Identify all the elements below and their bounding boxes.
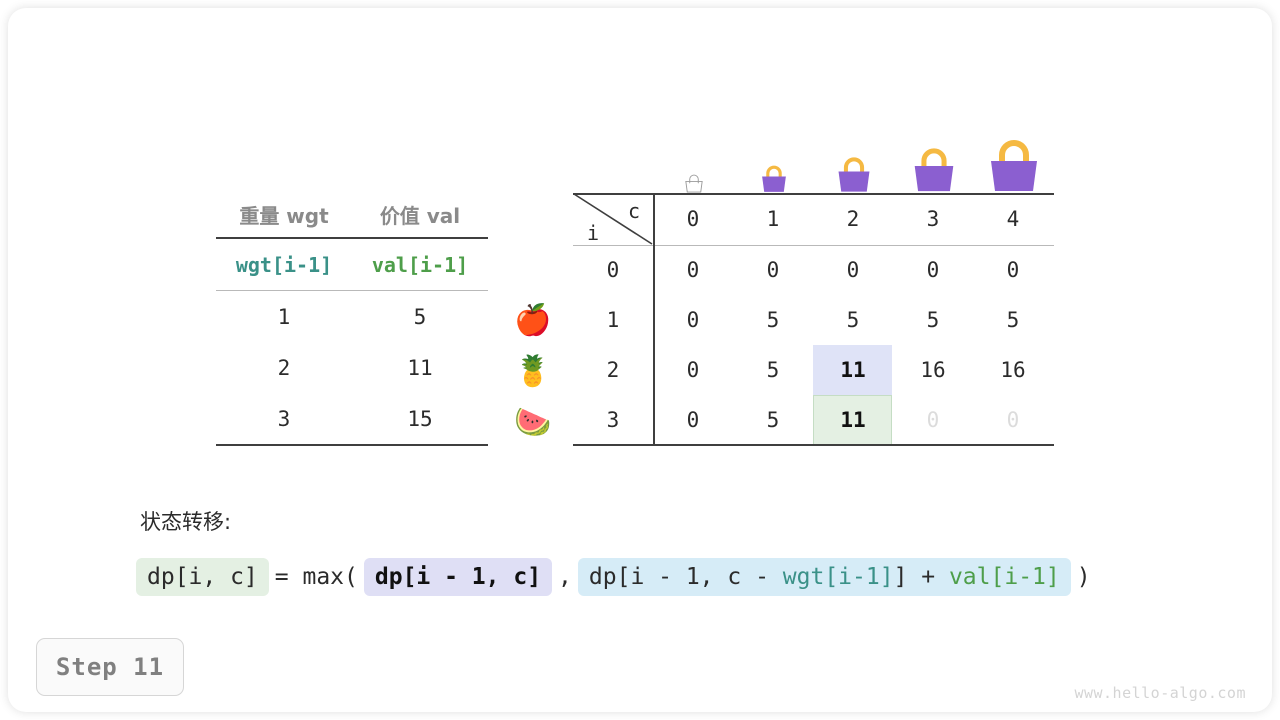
- bag-icon-capacity-1: [734, 163, 814, 193]
- formula-arg2-wgt: wgt[i-1]: [782, 564, 894, 590]
- handbag-icon: [914, 148, 954, 192]
- formula-arg2-mid: ] +: [893, 564, 949, 590]
- item-table-rule-bottom: [216, 444, 488, 446]
- dp-cell-1-0: 0: [686, 308, 700, 332]
- dp-rule-top: [573, 193, 1054, 195]
- item-table-rule-top: [216, 237, 488, 239]
- dp-cell-3-0: 0: [686, 408, 700, 432]
- dp-row-header-3: 3: [606, 408, 620, 432]
- dp-cell-highlight-blue: [813, 345, 892, 395]
- formula-lhs: dp[i, c]: [136, 558, 269, 596]
- dp-row-header-2: 2: [606, 358, 620, 382]
- dp-cell-2-3: 16: [920, 358, 946, 382]
- item-table-subheader-val: val[i-1]: [371, 252, 469, 277]
- formula-close: ): [1076, 564, 1091, 590]
- dp-cell-2-1: 5: [766, 358, 780, 382]
- item-table-subheader-row: wgt[i-1] val[i-1]: [216, 239, 488, 290]
- dp-cell-0-3: 0: [926, 258, 940, 282]
- item-table-rule-mid: [216, 290, 488, 291]
- dp-cell-0-2: 0: [846, 258, 860, 282]
- dp-rule-vertical: [653, 193, 655, 446]
- dp-col-header-2: 2: [846, 207, 860, 231]
- item-table-row: 3 15: [216, 393, 488, 444]
- dp-cell-0-4: 0: [1006, 258, 1020, 282]
- step-badge-label: Step 11: [55, 653, 165, 681]
- dp-cell-1-1: 5: [766, 308, 780, 332]
- dp-table: c i 0 1 2 3 4 0 0 0 0 0 0 1 0 5 5 5 5 2 0 5 11 16 16 3 0 5 11 0 0: [573, 193, 1054, 446]
- dp-cell-2-4: 16: [1000, 358, 1026, 382]
- item-val-3: 15: [407, 406, 433, 431]
- watermelon-icon: 🍉: [514, 404, 552, 440]
- dp-cell-1-3: 5: [926, 308, 940, 332]
- formula-arg2-val: val[i-1]: [948, 564, 1060, 590]
- item-fruit-column: 🍎 🍍 🍉: [505, 295, 561, 448]
- bag-icon-capacity-3: [894, 144, 974, 193]
- pineapple-icon: 🍍: [514, 353, 552, 389]
- dp-corner-cell: c i: [573, 193, 653, 245]
- apple-icon: 🍎: [514, 302, 552, 338]
- item-val-1: 5: [413, 304, 427, 329]
- dp-cell-3-2: 11: [840, 408, 866, 432]
- dp-cell-0-0: 0: [686, 258, 700, 282]
- dp-cell-2-2: 11: [840, 358, 866, 382]
- item-table-header-wgt: 重量 wgt: [239, 204, 329, 228]
- dp-cell-2-0: 0: [686, 358, 700, 382]
- item-val-2: 11: [407, 355, 433, 380]
- dp-col-header-1: 1: [766, 207, 780, 231]
- dp-corner-col-label: c: [627, 199, 640, 223]
- dp-col-header-3: 3: [926, 207, 940, 231]
- dp-row-header-1: 1: [606, 308, 620, 332]
- item-wgt-3: 3: [277, 406, 291, 431]
- dp-col-header-0: 0: [686, 207, 700, 231]
- item-table-header-row: 重量 wgt 价值 val: [216, 192, 488, 237]
- bag-icon-capacity-2: [814, 154, 894, 193]
- dp-rule-bottom: [573, 444, 1054, 446]
- dp-corner-row-label: i: [587, 221, 600, 245]
- formula-comma: ,: [558, 564, 572, 590]
- item-table-row: 1 5: [216, 291, 488, 342]
- formula-arg1: dp[i - 1, c]: [363, 558, 553, 596]
- item-table-header-val: 价值 val: [379, 204, 461, 228]
- handbag-icon: [762, 165, 786, 192]
- dp-row-header-0: 0: [606, 258, 620, 282]
- bag-icon-capacity-4: [974, 135, 1054, 193]
- capacity-bag-row: [654, 125, 1054, 193]
- dp-cell-3-3: 0: [926, 408, 940, 432]
- dp-cell-3-4: 0: [1006, 408, 1020, 432]
- dp-cell-3-1: 5: [766, 408, 780, 432]
- item-wgt-1: 1: [277, 304, 291, 329]
- dp-cell-1-4: 5: [1006, 308, 1020, 332]
- item-wgt-2: 2: [277, 355, 291, 380]
- diagonal-divider-icon: [573, 193, 653, 245]
- dp-rule-header: [573, 245, 1054, 246]
- formula-arg2: dp[i - 1, c - wgt[i-1]] + val[i-1]: [577, 558, 1071, 596]
- handbag-icon: [838, 157, 870, 192]
- watermark: www.hello-algo.com: [1074, 684, 1246, 702]
- item-table-row: 2 11: [216, 342, 488, 393]
- bag-icon-capacity-0: [654, 172, 734, 193]
- step-badge: Step 11: [36, 638, 184, 696]
- formula-eq: = max(: [274, 564, 358, 590]
- dp-cell-0-1: 0: [766, 258, 780, 282]
- item-weight-value-table: 重量 wgt 价值 val wgt[i-1] val[i-1] 1 5 2 11…: [216, 192, 488, 446]
- dp-col-header-4: 4: [1006, 207, 1020, 231]
- item-table-subheader-wgt: wgt[i-1]: [235, 252, 333, 277]
- transition-formula: dp[i, c] = max( dp[i - 1, c] , dp[i - 1,…: [136, 558, 1097, 596]
- dp-cell-highlight-green: [813, 395, 892, 445]
- formula-arg2-pre: dp[i - 1, c -: [588, 564, 783, 590]
- handbag-icon: [685, 174, 703, 193]
- dp-cell-1-2: 5: [846, 308, 860, 332]
- handbag-icon: [991, 140, 1037, 191]
- transition-label: 状态转移:: [140, 510, 232, 534]
